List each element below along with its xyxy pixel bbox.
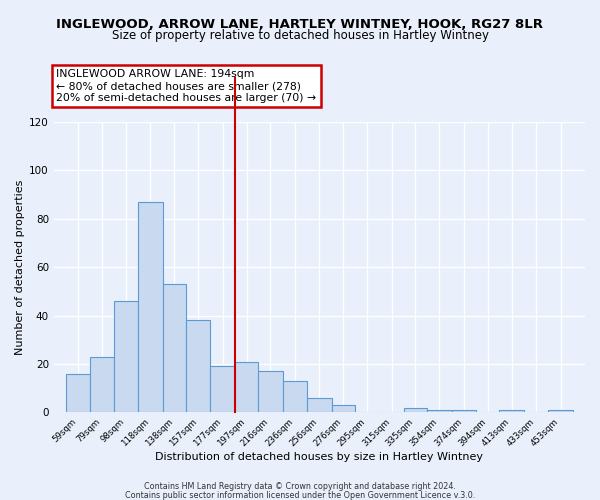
Bar xyxy=(427,410,452,412)
Bar xyxy=(332,405,355,412)
Bar xyxy=(235,362,258,412)
Text: Contains public sector information licensed under the Open Government Licence v.: Contains public sector information licen… xyxy=(125,490,475,500)
Text: Size of property relative to detached houses in Hartley Wintney: Size of property relative to detached ho… xyxy=(112,29,488,42)
Bar xyxy=(91,356,114,412)
Bar xyxy=(66,374,91,412)
Bar xyxy=(186,320,211,412)
Bar xyxy=(307,398,332,412)
Bar xyxy=(163,284,186,412)
Bar xyxy=(114,301,138,412)
Text: INGLEWOOD, ARROW LANE, HARTLEY WINTNEY, HOOK, RG27 8LR: INGLEWOOD, ARROW LANE, HARTLEY WINTNEY, … xyxy=(56,18,544,30)
Bar xyxy=(404,408,427,412)
Text: INGLEWOOD ARROW LANE: 194sqm
← 80% of detached houses are smaller (278)
20% of s: INGLEWOOD ARROW LANE: 194sqm ← 80% of de… xyxy=(56,70,317,102)
Bar xyxy=(138,202,163,412)
Bar xyxy=(499,410,524,412)
Bar xyxy=(548,410,573,412)
Y-axis label: Number of detached properties: Number of detached properties xyxy=(15,180,25,355)
Bar xyxy=(283,381,307,412)
Bar xyxy=(211,366,235,412)
Bar xyxy=(258,372,283,412)
Bar xyxy=(452,410,476,412)
Text: Contains HM Land Registry data © Crown copyright and database right 2024.: Contains HM Land Registry data © Crown c… xyxy=(144,482,456,491)
X-axis label: Distribution of detached houses by size in Hartley Wintney: Distribution of detached houses by size … xyxy=(155,452,484,462)
